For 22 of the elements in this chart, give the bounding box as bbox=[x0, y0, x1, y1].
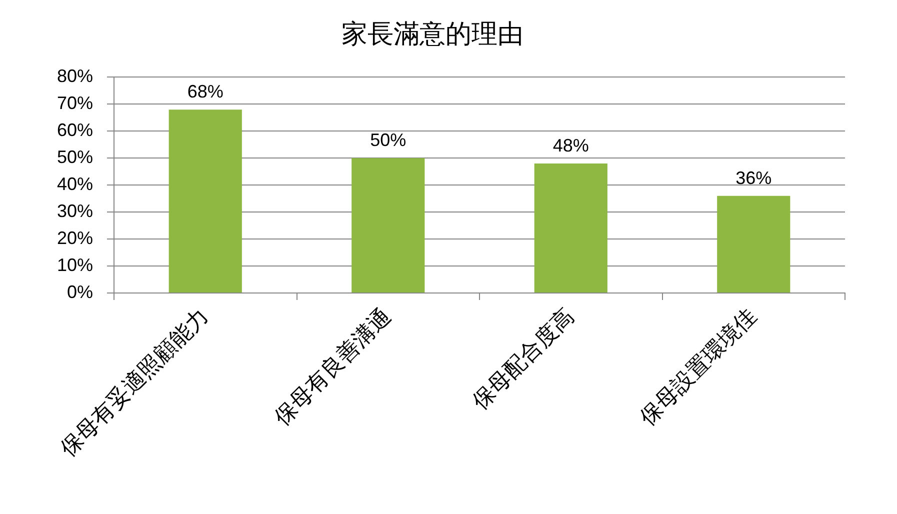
x-tick-label: 保母配合度高 bbox=[468, 304, 580, 415]
y-tick-label: 60% bbox=[56, 120, 93, 140]
x-tick-label: 保母有良善溝通 bbox=[270, 304, 396, 431]
y-tick-label: 20% bbox=[56, 228, 93, 248]
y-tick-label: 70% bbox=[56, 93, 93, 114]
y-tick-label: 50% bbox=[56, 147, 93, 168]
data-label: 50% bbox=[370, 130, 406, 150]
y-tick-label: 30% bbox=[56, 201, 93, 222]
data-label: 68% bbox=[187, 82, 224, 102]
chart-title: 家長滿意的理由 bbox=[342, 19, 524, 50]
bar bbox=[352, 158, 425, 292]
y-tick-label: 40% bbox=[56, 174, 93, 194]
data-label: 48% bbox=[552, 135, 589, 156]
data-label: 36% bbox=[736, 168, 772, 188]
bar bbox=[168, 110, 242, 292]
y-tick-label: 80% bbox=[56, 66, 93, 86]
y-tick-label: 10% bbox=[56, 254, 93, 275]
bar bbox=[534, 164, 608, 292]
x-tick-label: 保母有妥適照顧能力 bbox=[56, 304, 214, 462]
x-tick-label: 保母設置環境佳 bbox=[635, 304, 762, 431]
y-tick-label: 0% bbox=[66, 282, 93, 302]
bar bbox=[717, 196, 790, 292]
